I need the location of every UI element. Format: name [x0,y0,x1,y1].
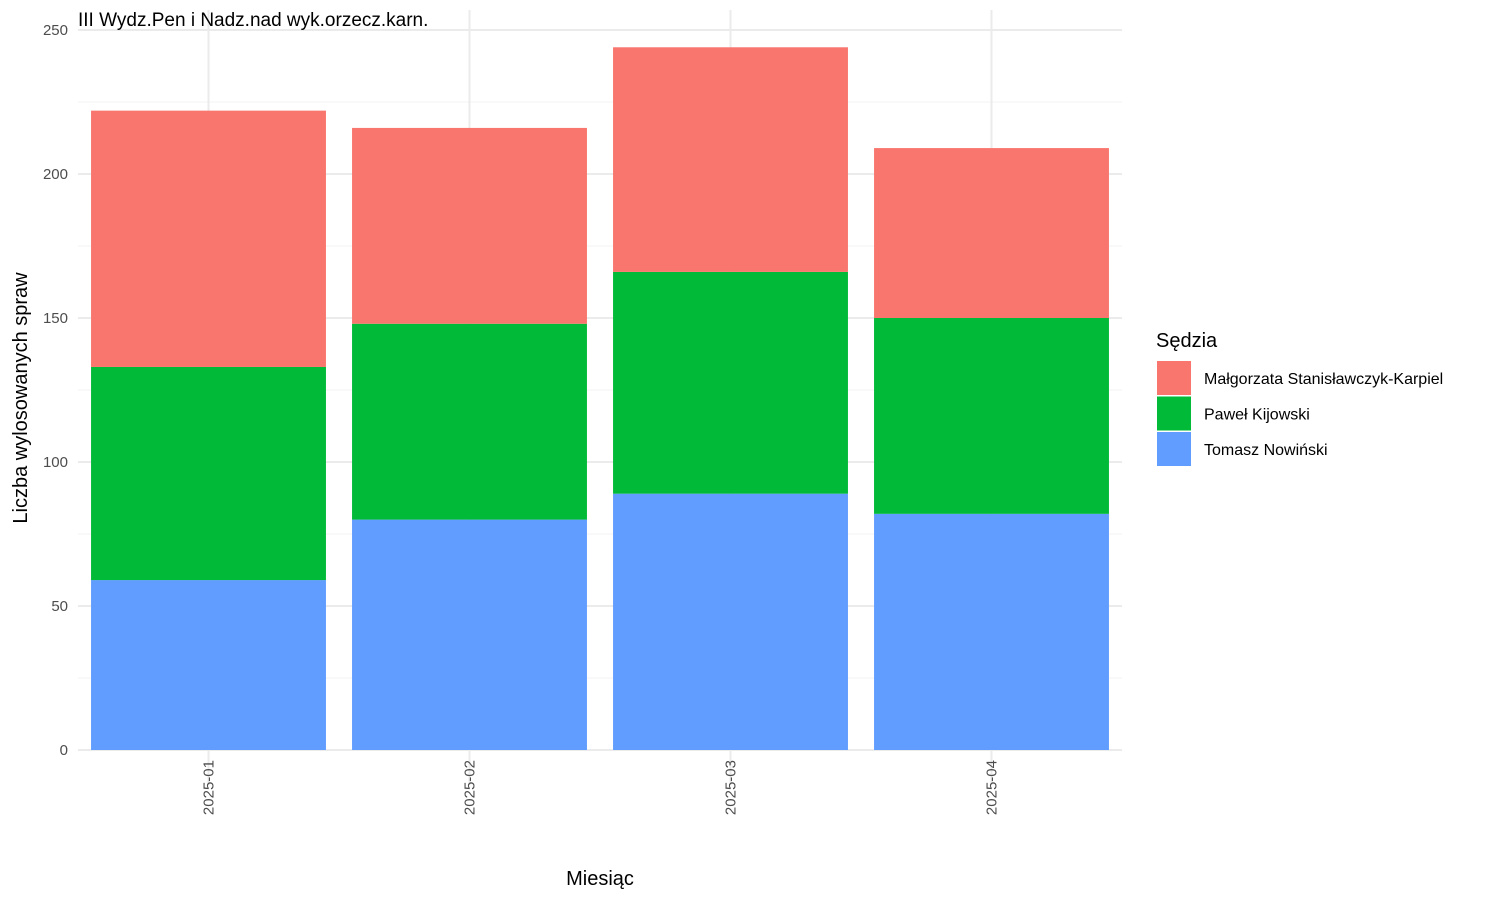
x-tick-label: 2025-03 [723,760,740,815]
x-axis-tick-labels: 2025-01 2025-02 2025-03 2025-04 [201,760,1001,815]
x-axis-title: Miesiąc [566,868,634,890]
legend-label: Małgorzata Stanisławczyk-Karpiel [1204,371,1443,388]
y-tick-label: 250 [43,22,68,39]
x-tick-label: 2025-01 [201,760,218,815]
bar-segment [874,318,1109,514]
bar-segment [91,110,326,367]
bar-segment [352,127,587,324]
x-tick-label: 2025-02 [462,760,479,815]
y-tick-label: 200 [43,166,68,183]
bar-segment [352,323,587,520]
y-tick-label: 100 [43,454,68,471]
bar-segment [874,513,1109,750]
x-tick-label: 2025-04 [984,760,1001,815]
bars [91,47,1109,750]
legend-title: Sędzia [1156,330,1218,352]
bar-segment [874,148,1109,318]
legend-items: Małgorzata Stanisławczyk-Karpiel Paweł Ki… [1157,361,1443,466]
y-axis-title: Liczba wylosowanych spraw [10,272,32,524]
chart-title: III Wydz.Pen i Nadz.nad wyk.orzecz.karn. [78,10,428,31]
bar-segment [613,493,848,750]
legend: Sędzia Małgorzata Stanisławczyk-Karpiel P… [1156,330,1443,466]
y-tick-label: 150 [43,310,68,327]
y-tick-label: 0 [60,742,68,759]
bar-segment [91,366,326,581]
legend-swatch [1157,396,1191,431]
bar-segment [613,47,848,272]
bar-segment [613,271,848,494]
y-tick-label: 50 [51,598,68,615]
bar-segment [91,580,326,750]
legend-swatch [1157,432,1191,466]
y-axis-tick-labels: 0 50 100 150 200 250 [43,22,68,759]
legend-label: Paweł Kijowski [1204,407,1310,424]
legend-label: Tomasz Nowiński [1204,442,1328,459]
legend-swatch [1157,361,1191,395]
bar-segment [352,519,587,750]
